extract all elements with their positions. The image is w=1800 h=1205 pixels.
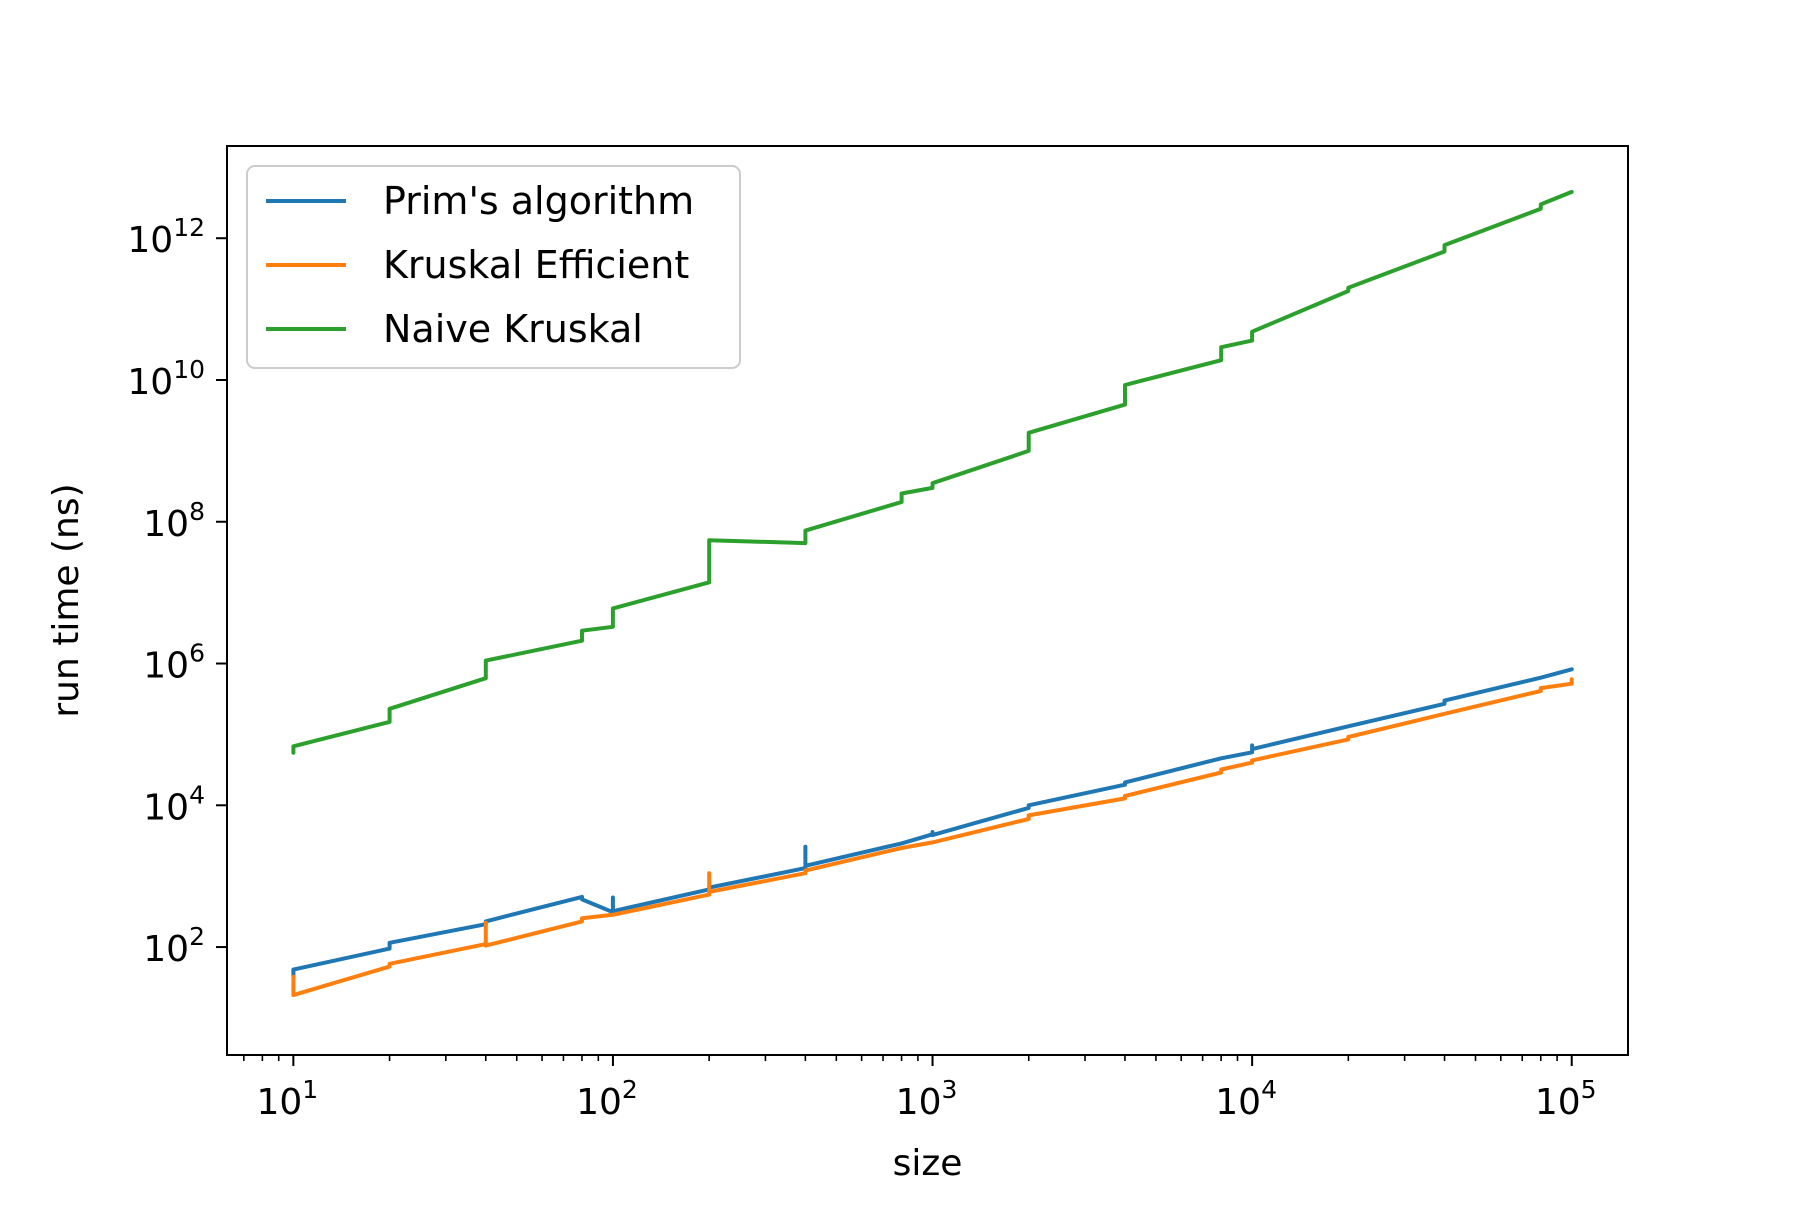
x-tick-exponent: 3 xyxy=(941,1075,957,1104)
y-tick-base: 10 xyxy=(143,787,189,828)
x-tick-exponent: 4 xyxy=(1261,1075,1277,1104)
y-axis-label: run time (ns) xyxy=(46,483,87,717)
plot-lines xyxy=(291,189,1574,998)
x-tick-exponent: 1 xyxy=(302,1075,318,1104)
y-tick-exponent: 4 xyxy=(189,780,205,809)
y-tick-exponent: 6 xyxy=(189,639,205,668)
y-tick-label-1: 104 xyxy=(143,780,205,828)
x-axis-label: size xyxy=(893,1143,963,1184)
x-tick-base: 10 xyxy=(1215,1082,1261,1123)
y-tick-label-0: 102 xyxy=(143,922,205,970)
legend-box xyxy=(246,165,741,369)
y-tick-base: 10 xyxy=(127,362,173,403)
x-tick-label-0: 101 xyxy=(256,1075,318,1123)
y-tick-base: 10 xyxy=(143,929,189,970)
x-axis: 101 102 103 104 105 xyxy=(243,1055,1597,1123)
y-tick-exponent: 10 xyxy=(173,355,205,384)
series-line-2 xyxy=(291,189,1574,755)
legend-label-0: Prim's algorithm xyxy=(383,179,694,223)
x-tick-base: 10 xyxy=(896,1082,942,1123)
y-tick-label-5: 1012 xyxy=(127,213,205,261)
x-tick-label-2: 103 xyxy=(896,1075,958,1123)
y-tick-exponent: 12 xyxy=(173,213,205,242)
y-tick-base: 10 xyxy=(143,504,189,545)
y-tick-exponent: 8 xyxy=(189,497,205,526)
x-tick-exponent: 5 xyxy=(1581,1075,1597,1104)
legend-label-2: Naive Kruskal xyxy=(383,307,643,351)
x-tick-label-3: 104 xyxy=(1215,1075,1277,1123)
legend: Prim's algorithm Kruskal Efficient Naive K… xyxy=(246,165,741,369)
y-tick-base: 10 xyxy=(143,646,189,687)
x-tick-base: 10 xyxy=(1535,1082,1581,1123)
x-tick-label-4: 105 xyxy=(1535,1075,1597,1123)
series-line-0 xyxy=(291,667,1574,979)
y-tick-label-3: 108 xyxy=(143,497,205,545)
y-tick-base: 10 xyxy=(127,220,173,261)
x-tick-exponent: 2 xyxy=(622,1075,638,1104)
x-tick-base: 10 xyxy=(576,1082,622,1123)
y-tick-exponent: 2 xyxy=(189,922,205,951)
series-line-1 xyxy=(291,677,1574,998)
y-tick-label-4: 1010 xyxy=(127,355,205,403)
x-tick-label-1: 102 xyxy=(576,1075,638,1123)
plot-frame xyxy=(226,145,1629,1056)
x-tick-base: 10 xyxy=(256,1082,302,1123)
legend-label-1: Kruskal Efficient xyxy=(383,243,689,287)
y-tick-label-2: 106 xyxy=(143,639,205,687)
